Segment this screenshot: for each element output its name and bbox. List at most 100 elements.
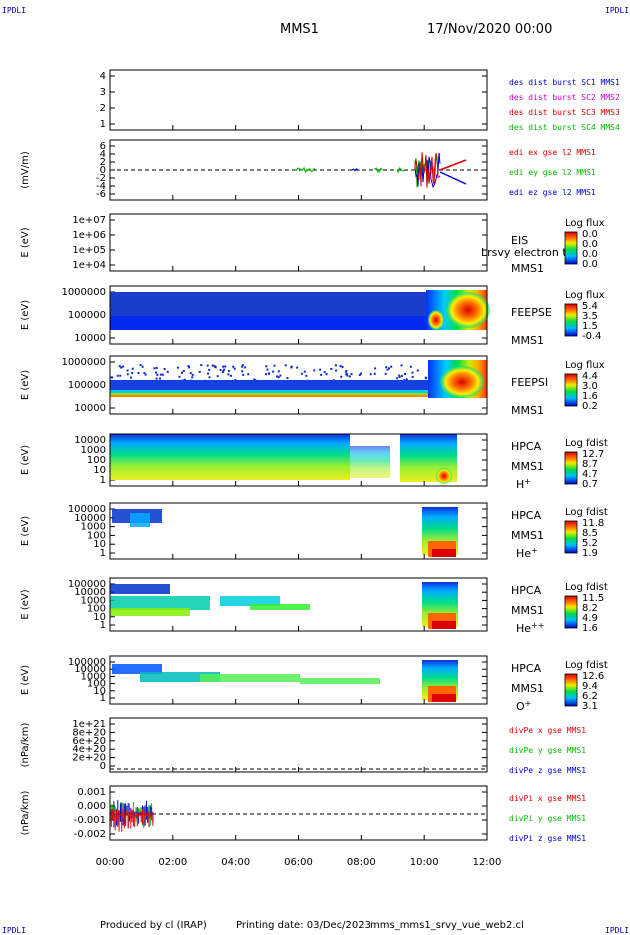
spectrogram-speckle [159,373,162,376]
y-tick-label: 1 [100,548,106,559]
spectrogram-speckle [139,364,142,367]
spectrogram-speckle [398,374,401,377]
instrument-label: FEEPSE [511,306,552,319]
x-tick-label: 12:00 [473,857,502,868]
y-axis-label: E (eV) [20,300,31,330]
spectrogram-speckle [268,372,271,375]
spectrogram-speckle [320,373,323,376]
colorbar [564,595,578,629]
spectrogram-speckle [143,372,146,375]
y-tick-label: 10000 [74,333,106,344]
spectrogram-speckle [373,372,376,375]
spectrogram-speckle [208,368,211,371]
panel-des-dist-burst: 4 3 2 1 des dist burst SC1 MMS1 des dist burs… [100,69,620,132]
colorbar-value: 5.4 [582,301,598,312]
y-tick-label: -0.001 [74,815,106,826]
colorbar-value: 0.0 [582,259,598,270]
y-tick-label: 0.000 [77,801,106,812]
colorbar-title: Log fdist [565,438,608,449]
species-charge: ++ [531,621,544,630]
e-field-trace [414,152,441,188]
spectrogram-speckle [200,364,203,367]
spectrogram-speckle [178,375,181,378]
spectrogram-speckle [305,374,308,377]
spectrogram-speckle [224,365,227,368]
spectrogram-speckle [409,365,412,368]
legend-entry: divPi y gse MMS1 [509,814,586,823]
colorbar-value: 4.9 [582,613,598,624]
spectrogram-speckle [111,376,114,379]
instrument-label: HPCA [511,440,542,453]
y-tick-label: 0.001 [77,787,106,798]
colorbar [564,673,578,707]
colorbar-value: 4.4 [582,371,598,382]
spectrogram-speckle [155,377,158,380]
colorbar-value: 3.0 [582,381,598,392]
spectrogram-speckle [334,364,337,367]
y-tick-label: 1e+04 [72,260,106,271]
y-axis-label: E (eV) [20,665,31,695]
spectrogram-band [110,316,430,330]
colorbar [564,451,578,485]
species-charge: + [524,477,531,486]
corner-label-tr: IPDLI [605,6,630,15]
legend-entry: des dist burst SC2 MMS2 [509,93,620,102]
spectrogram-speckle [214,366,217,369]
spectrogram-speckle [131,371,134,374]
spectrogram-speckle [300,372,303,375]
colorbar [564,520,578,554]
spectrogram-speckle [183,378,186,381]
y-tick-label: 1000 [81,595,106,606]
e-field-trace [294,166,316,173]
spectrogram-band [432,694,456,702]
e-field-trace [397,167,405,173]
species-label: He++ [516,621,544,636]
y-axis-label: E (eV) [20,589,31,619]
panel-frame [109,69,488,131]
colorbar-value: 4.7 [582,469,598,480]
spectrogram-speckle [219,368,222,371]
y-tick-label: 4 [100,149,106,160]
colorbar-value: 12.7 [582,449,604,460]
spectrogram-speckle [241,370,244,373]
species-charge: + [531,546,538,555]
spectrogram-speckle [131,367,134,370]
spectrogram-speckle [159,377,162,380]
spectrogram-speckle [395,377,398,380]
spectrogram-speckle [161,373,164,376]
spectrogram-speckle [121,365,124,368]
colorbar-value: 6.2 [582,691,598,702]
spectrogram-speckle [404,372,407,375]
spectrogram-speckle [137,372,140,375]
y-tick-label: 1 [100,693,106,704]
y-tick-label: 1 [100,620,106,631]
colorbar-value: 11.5 [582,593,604,604]
spectrogram-speckle [348,375,351,378]
colorbar-value: 0.0 [582,239,598,250]
spectrogram-speckle [277,376,280,379]
y-tick-label: 10000 [74,435,106,446]
spectrogram-speckle [398,375,401,378]
x-tick-label: 00:00 [96,857,125,868]
instrument-label: MMS1 [511,682,544,695]
spectrogram-band [432,549,456,557]
spectrogram-speckle [286,377,289,380]
instrument-label: EIS [511,234,528,247]
spectrogram-speckle [390,365,393,368]
spectrogram-block [300,678,380,684]
spectrogram-speckle [424,377,427,380]
instrument-label: MMS1 [511,604,544,617]
colorbar-value: 8.2 [582,603,598,614]
spectrogram-speckle [346,374,349,377]
colorbar-value: -0.4 [582,331,602,342]
spacecraft-title: MMS1 [280,22,319,37]
legend-entry: divPe z gse MMS1 [509,766,586,775]
legend-entry: edi ez gse l2 MMS1 [509,188,596,197]
instrument-label: HPCA [511,509,542,522]
spectrogram-speckle [416,369,419,372]
y-tick-label: 6 [100,141,106,152]
